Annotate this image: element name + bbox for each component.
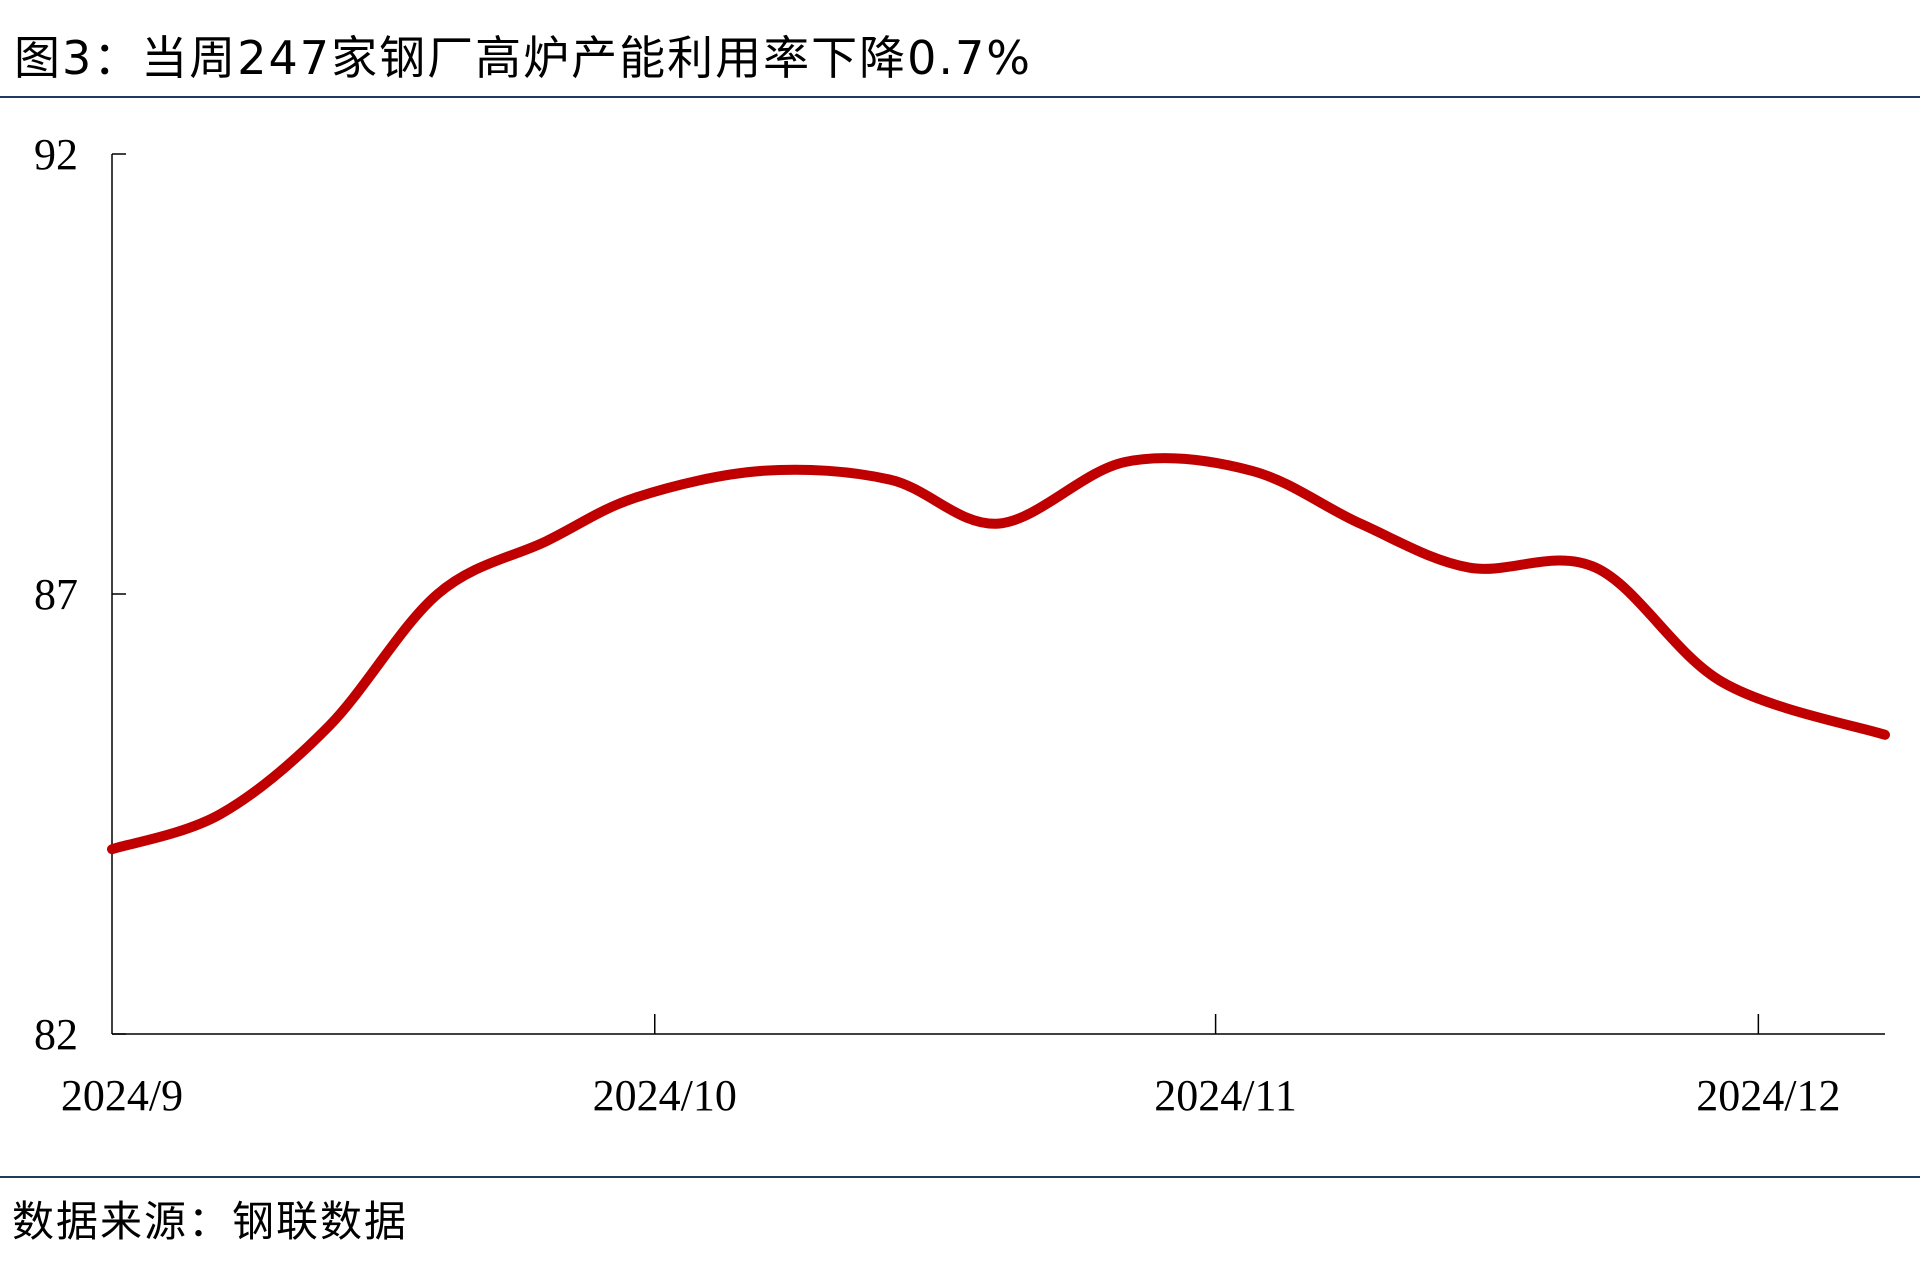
data-point (632, 492, 642, 502)
utilization-series-line (107, 453, 1890, 855)
y-tick-label: 82 (34, 1010, 78, 1059)
x-tick-label: 2024/10 (593, 1071, 737, 1120)
x-tick-label: 2024/9 (61, 1071, 183, 1120)
data-point (1717, 677, 1727, 687)
data-point (433, 589, 443, 599)
data-point (1120, 457, 1130, 467)
data-point (541, 536, 551, 546)
source-divider (0, 1176, 1920, 1178)
data-point (216, 809, 226, 819)
x-tick-label: 2024/12 (1696, 1071, 1840, 1120)
title-divider (0, 96, 1920, 98)
data-point (994, 519, 1004, 529)
data-point (1880, 730, 1890, 740)
x-tick-label: 2024/11 (1154, 1071, 1297, 1120)
x-ticks: 2024/9 2024/10 2024/11 2024/12 (61, 1014, 1840, 1120)
data-point (1247, 466, 1257, 476)
data-point (107, 844, 117, 854)
y-ticks: 92 87 82 (34, 130, 126, 1059)
line-chart: 92 87 82 2024/9 2024/10 2024/11 2024/12 (34, 130, 1890, 1120)
data-point (1355, 519, 1365, 529)
data-point (1591, 563, 1601, 573)
data-point (758, 466, 768, 476)
data-point (324, 721, 334, 731)
chart-title: 图3：当周247家钢厂高炉产能利用率下降0.7% (14, 31, 1032, 85)
data-point (885, 475, 895, 485)
y-tick-label: 92 (34, 130, 78, 179)
y-tick-label: 87 (34, 570, 78, 619)
series-layer (107, 453, 1890, 855)
data-point (1464, 563, 1474, 573)
chart-axes (111, 154, 1885, 1035)
data-source-note: 数据来源：钢联数据 (12, 1197, 409, 1246)
